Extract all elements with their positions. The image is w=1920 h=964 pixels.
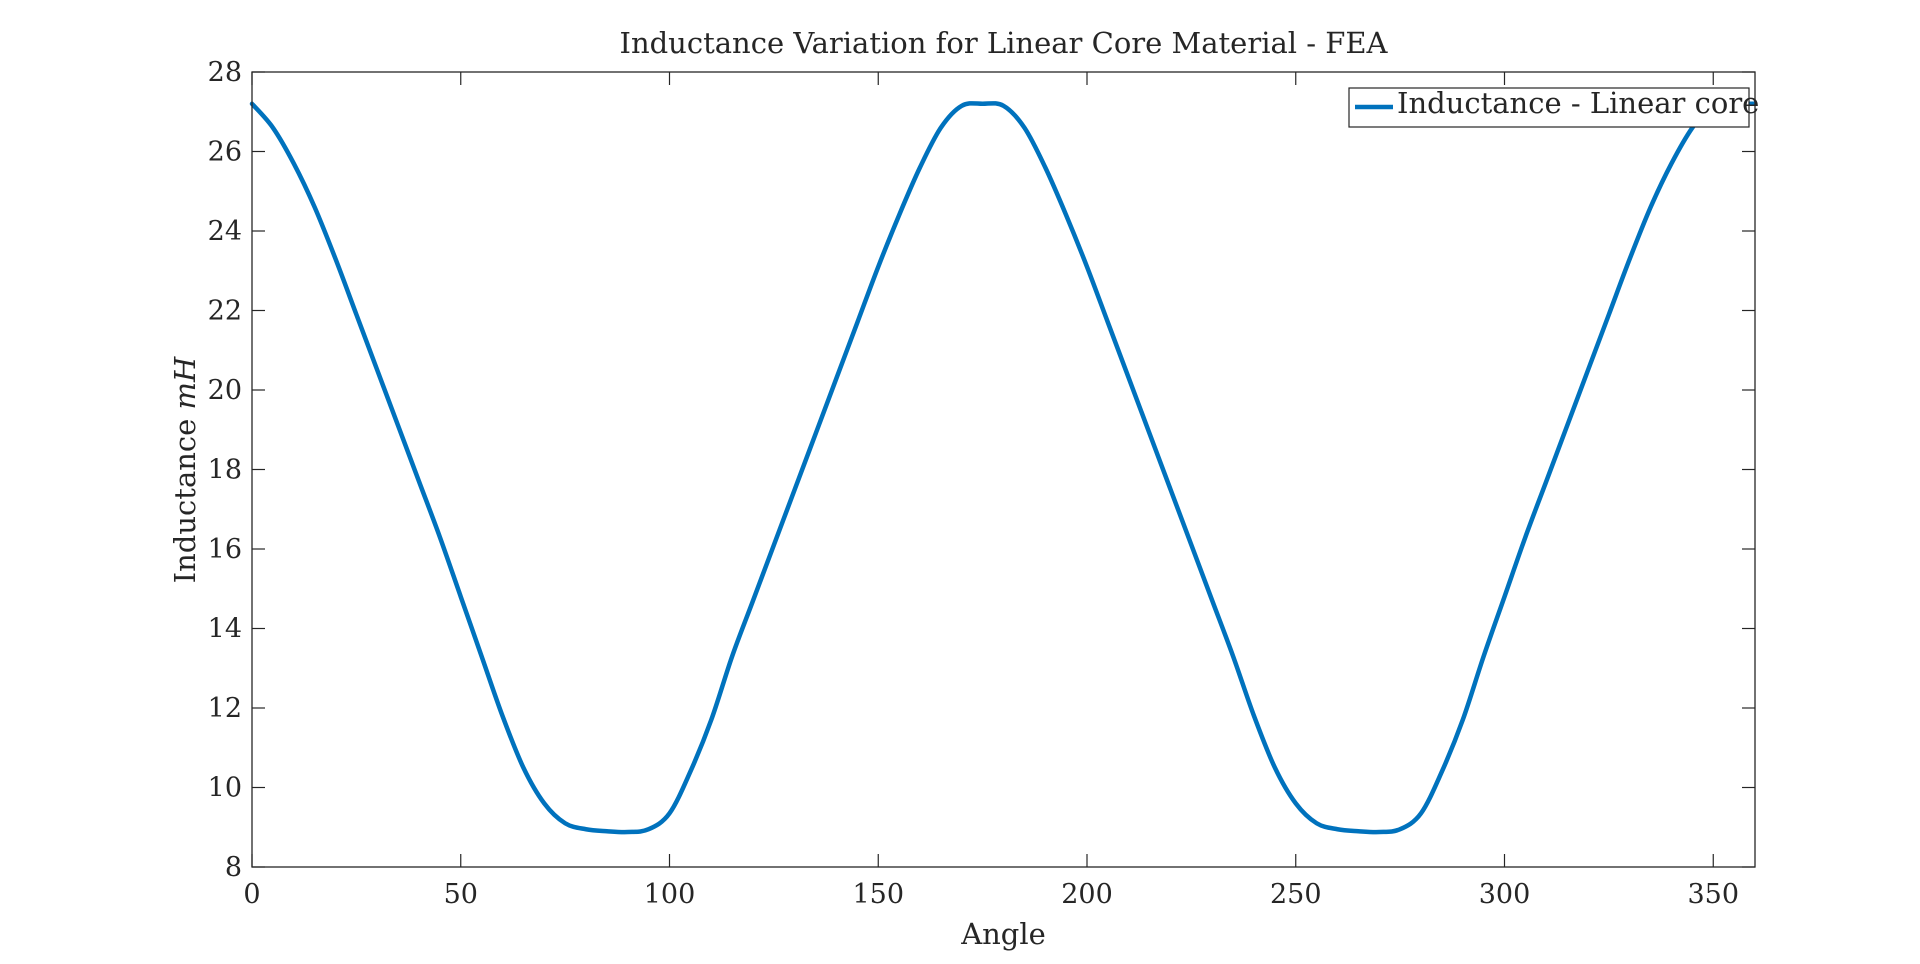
y-tick-label: 12 [208,693,242,724]
legend-label: Inductance - Linear core [1397,86,1759,120]
x-axis-label: Angle [960,917,1046,951]
y-axis-label-text: Inductance [168,409,202,583]
y-tick-label: 16 [208,534,242,565]
y-tick-label: 28 [208,57,242,88]
series-layer [249,99,1758,835]
ticks-layer: 0 50 100 150 200 250 300 350 8 10 12 14 16 18 20 22 24 26… [208,57,1755,910]
legend-box [1348,87,1750,128]
legend: Inductance - Linear core [1348,86,1759,128]
x-tick-label: 150 [852,879,904,910]
x-tick-label: 200 [1061,879,1113,910]
y-axis-label-unit: mH [168,356,202,409]
y-tick-label: 24 [208,216,242,247]
x-tick-label: 250 [1270,879,1322,910]
y-tick-label: 10 [208,773,242,804]
x-tick-label: 50 [444,879,478,910]
y-tick-label: 14 [208,614,242,645]
y-tick-label: 26 [208,137,242,168]
x-tick-label: 0 [243,879,260,910]
y-tick-label: 8 [225,852,242,883]
x-tick-label: 300 [1479,879,1531,910]
y-tick-label: 20 [208,375,242,406]
y-axis-label: Inductance mH [168,356,202,583]
series-line [249,99,1758,835]
x-tick-label: 100 [644,879,696,910]
chart-title: Inductance Variation for Linear Core Mat… [619,26,1388,60]
x-tick-label: 350 [1687,879,1739,910]
y-tick-label: 18 [208,455,242,486]
y-tick-label: 22 [208,296,242,327]
plot-area [252,72,1755,867]
